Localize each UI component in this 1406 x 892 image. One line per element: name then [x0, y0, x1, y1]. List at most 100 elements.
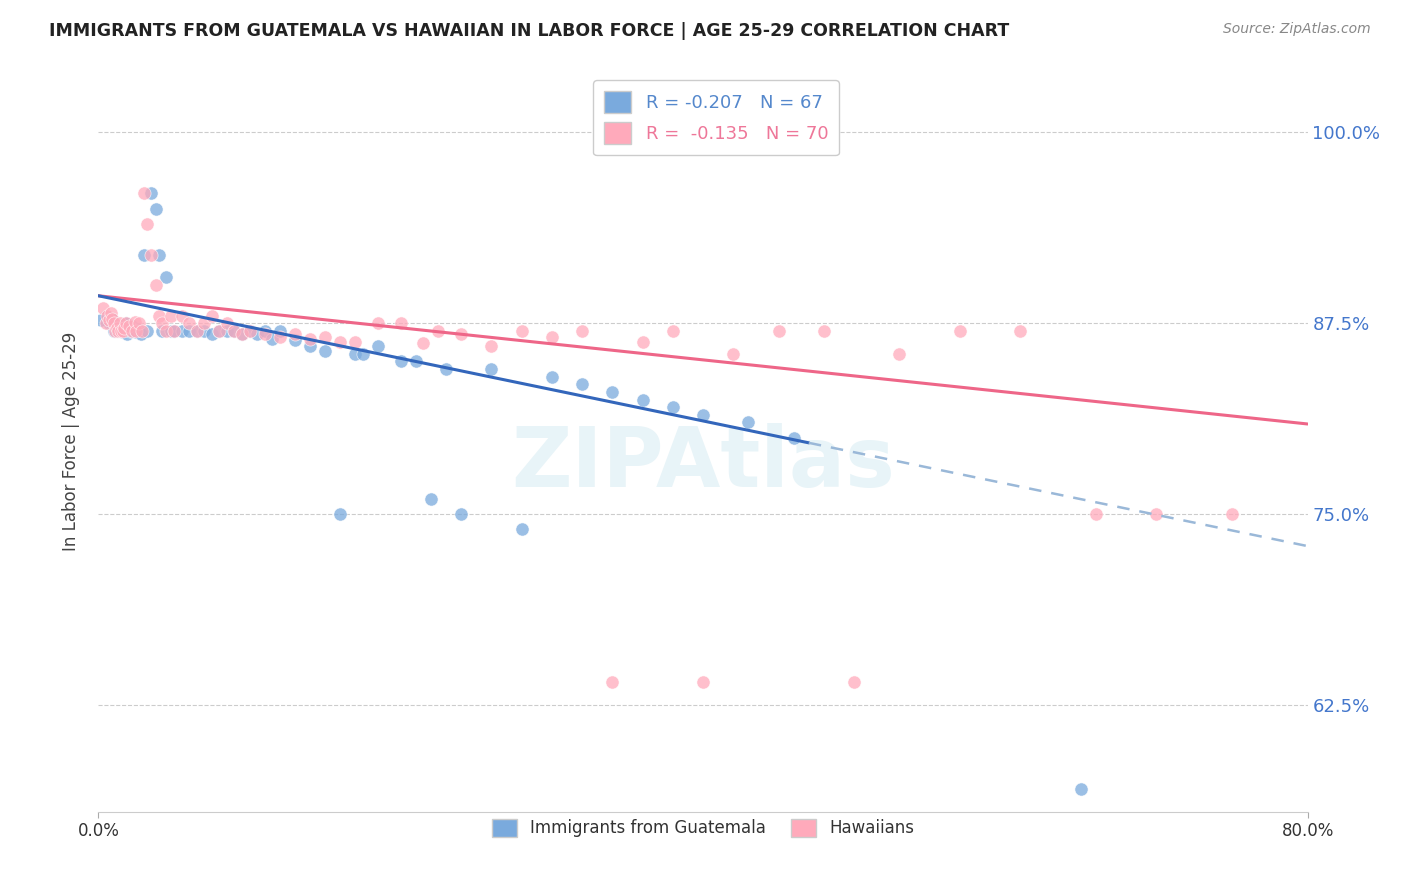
Point: [329, 507, 352, 521]
Point: [104, 319, 127, 334]
Point: [163, 324, 186, 338]
Point: [571, 324, 593, 338]
Point: [90, 313, 112, 327]
Point: [163, 324, 186, 338]
Point: [112, 322, 135, 336]
Point: [201, 309, 224, 323]
Point: [481, 339, 503, 353]
Point: [141, 247, 163, 261]
Point: [661, 324, 683, 338]
Point: [91, 301, 114, 315]
Point: [602, 384, 624, 399]
Point: [631, 392, 654, 407]
Point: [367, 316, 389, 330]
Point: [239, 324, 262, 338]
Point: [1220, 507, 1243, 521]
Point: [434, 362, 457, 376]
Point: [329, 334, 352, 349]
Point: [253, 326, 276, 341]
Point: [450, 507, 472, 521]
Point: [121, 319, 143, 334]
Point: [129, 326, 152, 341]
Legend: Immigrants from Guatemala, Hawaiians: Immigrants from Guatemala, Hawaiians: [485, 812, 921, 844]
Point: [135, 324, 157, 338]
Point: [118, 319, 141, 334]
Point: [1144, 507, 1167, 521]
Point: [602, 675, 624, 690]
Point: [124, 315, 146, 329]
Point: [344, 347, 367, 361]
Point: [155, 324, 177, 338]
Point: [125, 324, 148, 338]
Point: [269, 330, 291, 344]
Point: [201, 326, 224, 341]
Point: [105, 321, 128, 335]
Point: [427, 324, 450, 338]
Point: [98, 313, 121, 327]
Point: [98, 316, 121, 330]
Point: [231, 326, 253, 341]
Point: [105, 324, 128, 338]
Point: [145, 202, 167, 216]
Point: [127, 322, 149, 336]
Point: [412, 336, 434, 351]
Point: [111, 326, 134, 340]
Point: [135, 217, 157, 231]
Point: [246, 326, 269, 341]
Point: [768, 324, 790, 338]
Point: [224, 324, 246, 338]
Point: [148, 309, 170, 323]
Point: [389, 316, 412, 330]
Point: [110, 324, 132, 338]
Point: [120, 324, 142, 338]
Point: [100, 305, 122, 319]
Point: [94, 309, 117, 323]
Point: [269, 324, 291, 338]
Point: [125, 326, 148, 340]
Point: [141, 186, 163, 201]
Point: [108, 316, 131, 330]
Point: [631, 334, 654, 349]
Point: [949, 324, 972, 338]
Point: [155, 270, 177, 285]
Y-axis label: In Labor Force | Age 25-29: In Labor Force | Age 25-29: [62, 332, 80, 551]
Point: [692, 408, 714, 422]
Point: [540, 369, 562, 384]
Point: [96, 309, 118, 323]
Point: [121, 324, 143, 338]
Point: [94, 316, 117, 330]
Point: [299, 339, 322, 353]
Point: [103, 316, 125, 330]
Text: Source: ZipAtlas.com: Source: ZipAtlas.com: [1223, 22, 1371, 37]
Point: [1070, 781, 1092, 796]
Point: [253, 324, 276, 338]
Point: [844, 675, 866, 690]
Point: [110, 324, 132, 338]
Point: [314, 330, 336, 344]
Point: [160, 324, 183, 338]
Point: [813, 324, 835, 338]
Point: [115, 326, 138, 341]
Point: [170, 324, 193, 338]
Point: [571, 377, 593, 392]
Point: [405, 354, 427, 368]
Point: [692, 675, 714, 690]
Point: [352, 347, 374, 361]
Point: [179, 324, 201, 338]
Point: [111, 324, 134, 338]
Point: [510, 324, 533, 338]
Point: [723, 347, 745, 361]
Point: [132, 186, 155, 201]
Text: ZIPAtlas: ZIPAtlas: [510, 423, 896, 504]
Point: [150, 316, 173, 330]
Point: [122, 324, 145, 338]
Point: [128, 316, 150, 330]
Point: [215, 316, 238, 330]
Text: IMMIGRANTS FROM GUATEMALA VS HAWAIIAN IN LABOR FORCE | AGE 25-29 CORRELATION CHA: IMMIGRANTS FROM GUATEMALA VS HAWAIIAN IN…: [49, 22, 1010, 40]
Point: [132, 247, 155, 261]
Point: [100, 316, 122, 330]
Point: [540, 330, 562, 344]
Point: [160, 309, 183, 323]
Point: [145, 278, 167, 293]
Point: [1085, 507, 1108, 521]
